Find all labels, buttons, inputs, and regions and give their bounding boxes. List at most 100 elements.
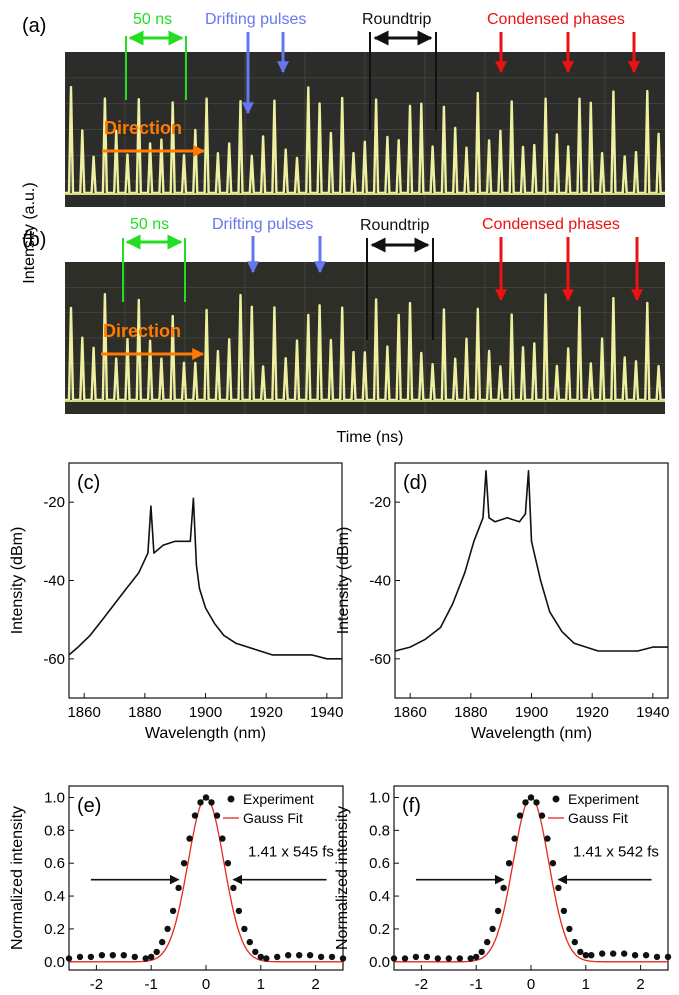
x-tick-label: 0 bbox=[527, 976, 535, 993]
spectrum-line bbox=[394, 470, 668, 652]
experiment-point bbox=[263, 955, 270, 962]
experiment-point bbox=[434, 955, 441, 962]
x-tick-label: 1920 bbox=[575, 704, 608, 721]
experiment-point bbox=[538, 812, 546, 819]
scope-trace-b bbox=[65, 262, 665, 414]
experiment-point bbox=[445, 955, 452, 962]
experiment-point bbox=[494, 907, 502, 915]
experiment-point bbox=[533, 799, 540, 806]
experiment-point bbox=[219, 835, 226, 842]
spectrum-line bbox=[68, 497, 342, 660]
experiment-point bbox=[142, 955, 149, 962]
fwhm-annotation: 1.41 x 542 fs bbox=[573, 844, 659, 861]
experiment-point bbox=[252, 948, 259, 956]
y-tick-label: -60 bbox=[43, 651, 65, 668]
y-tick-label: 0.4 bbox=[44, 888, 65, 905]
y-tick-label: -40 bbox=[369, 573, 391, 590]
experiment-point bbox=[642, 952, 650, 959]
x-tick-label: 1 bbox=[582, 976, 590, 993]
experiment-point bbox=[213, 812, 221, 819]
experiment-point bbox=[180, 860, 188, 867]
y-axis-label: Intensity (dBm) bbox=[9, 527, 26, 635]
experiment-point bbox=[621, 950, 628, 957]
y-axis-label: Normalized intensity bbox=[9, 806, 26, 950]
roundtrip-label-a: Roundtrip bbox=[362, 11, 431, 28]
experiment-point bbox=[296, 952, 303, 959]
experiment-point bbox=[224, 860, 232, 867]
experiment-point bbox=[478, 948, 485, 956]
x-tick-label: -2 bbox=[90, 976, 103, 993]
experiment-point bbox=[588, 952, 595, 959]
experiment-point bbox=[328, 953, 336, 961]
y-tick-label: 0.2 bbox=[369, 921, 390, 938]
experiment-point bbox=[98, 952, 106, 959]
experiment-point bbox=[473, 953, 480, 961]
experiment-point bbox=[522, 799, 529, 806]
panel-label: (c) bbox=[77, 472, 100, 494]
x-axis-label: Wavelength (nm) bbox=[145, 725, 266, 742]
fwhm-annotation: 1.41 x 545 fs bbox=[248, 844, 334, 861]
panel-a: (a) 50 ns Drifting pulses Roundtrip Cond… bbox=[22, 11, 665, 207]
experiment-point bbox=[241, 925, 248, 933]
experiment-point bbox=[577, 948, 584, 956]
x-tick-label: 0 bbox=[202, 976, 210, 993]
experiment-point bbox=[423, 953, 431, 961]
experiment-point bbox=[175, 884, 182, 892]
experiment-point bbox=[653, 953, 661, 961]
condensed-label-b: Condensed phases bbox=[482, 216, 620, 233]
condensed-label-a: Condensed phases bbox=[487, 11, 625, 28]
y-tick-label: 0.4 bbox=[369, 888, 390, 905]
experiment-point bbox=[489, 925, 496, 933]
legend-experiment-label: Experiment bbox=[568, 791, 639, 807]
panel-b: (b) 50 ns Drifting pulses Roundtrip Cond… bbox=[22, 216, 665, 414]
chart-d: 1860 1880 1900 1920 1940 -20 -40 -60 Wavelength … bbox=[335, 462, 670, 742]
x-tick-label: -1 bbox=[470, 976, 483, 993]
experiment-point bbox=[186, 835, 193, 842]
experiment-point bbox=[599, 950, 606, 957]
shared-x-label: Time (ns) bbox=[337, 429, 404, 446]
experiment-point bbox=[65, 955, 73, 962]
experiment-point bbox=[76, 953, 84, 961]
y-tick-label: 1.0 bbox=[44, 790, 65, 807]
panel-label: (e) bbox=[77, 795, 101, 817]
panel-label: (d) bbox=[403, 472, 427, 494]
experiment-point bbox=[317, 953, 325, 961]
experiment-point bbox=[169, 907, 177, 915]
experiment-point bbox=[306, 952, 314, 959]
panel-label: (f) bbox=[402, 795, 421, 817]
y-tick-label: 0.8 bbox=[44, 822, 65, 839]
experiment-point bbox=[412, 953, 420, 961]
chart-c: 1860 1880 1900 1920 1940 -20 -40 -60 Wavelength … bbox=[9, 462, 344, 742]
y-tick-label: 0.8 bbox=[369, 822, 390, 839]
period-label-b: 50 ns bbox=[130, 216, 169, 233]
experiment-point bbox=[555, 884, 562, 892]
experiment-point bbox=[153, 948, 160, 956]
experiment-point bbox=[401, 955, 409, 962]
experiment-point bbox=[339, 955, 347, 962]
scope-pulse-train bbox=[65, 85, 665, 195]
experiment-point bbox=[230, 884, 237, 892]
experiment-point bbox=[467, 955, 474, 962]
x-tick-label: 2 bbox=[636, 976, 644, 993]
experiment-point bbox=[516, 812, 524, 819]
y-tick-label: -40 bbox=[43, 573, 65, 590]
direction-label-b: Direction bbox=[103, 321, 181, 341]
period-label-a: 50 ns bbox=[133, 11, 172, 28]
experiment-point bbox=[191, 812, 199, 819]
experiment-point bbox=[571, 938, 578, 946]
roundtrip-label-b: Roundtrip bbox=[360, 217, 429, 234]
x-axis-label: Wavelength (nm) bbox=[471, 725, 592, 742]
y-tick-label: 0.6 bbox=[369, 855, 390, 872]
experiment-point bbox=[197, 799, 204, 806]
experiment-point bbox=[202, 794, 210, 801]
experiment-point bbox=[566, 925, 573, 933]
experiment-point bbox=[511, 835, 518, 842]
y-tick-label: 1.0 bbox=[369, 790, 390, 807]
x-tick-label: 1 bbox=[257, 976, 265, 993]
experiment-point bbox=[500, 884, 507, 892]
experiment-point bbox=[208, 799, 215, 806]
plot-frame bbox=[394, 462, 669, 699]
experiment-point bbox=[109, 952, 117, 959]
